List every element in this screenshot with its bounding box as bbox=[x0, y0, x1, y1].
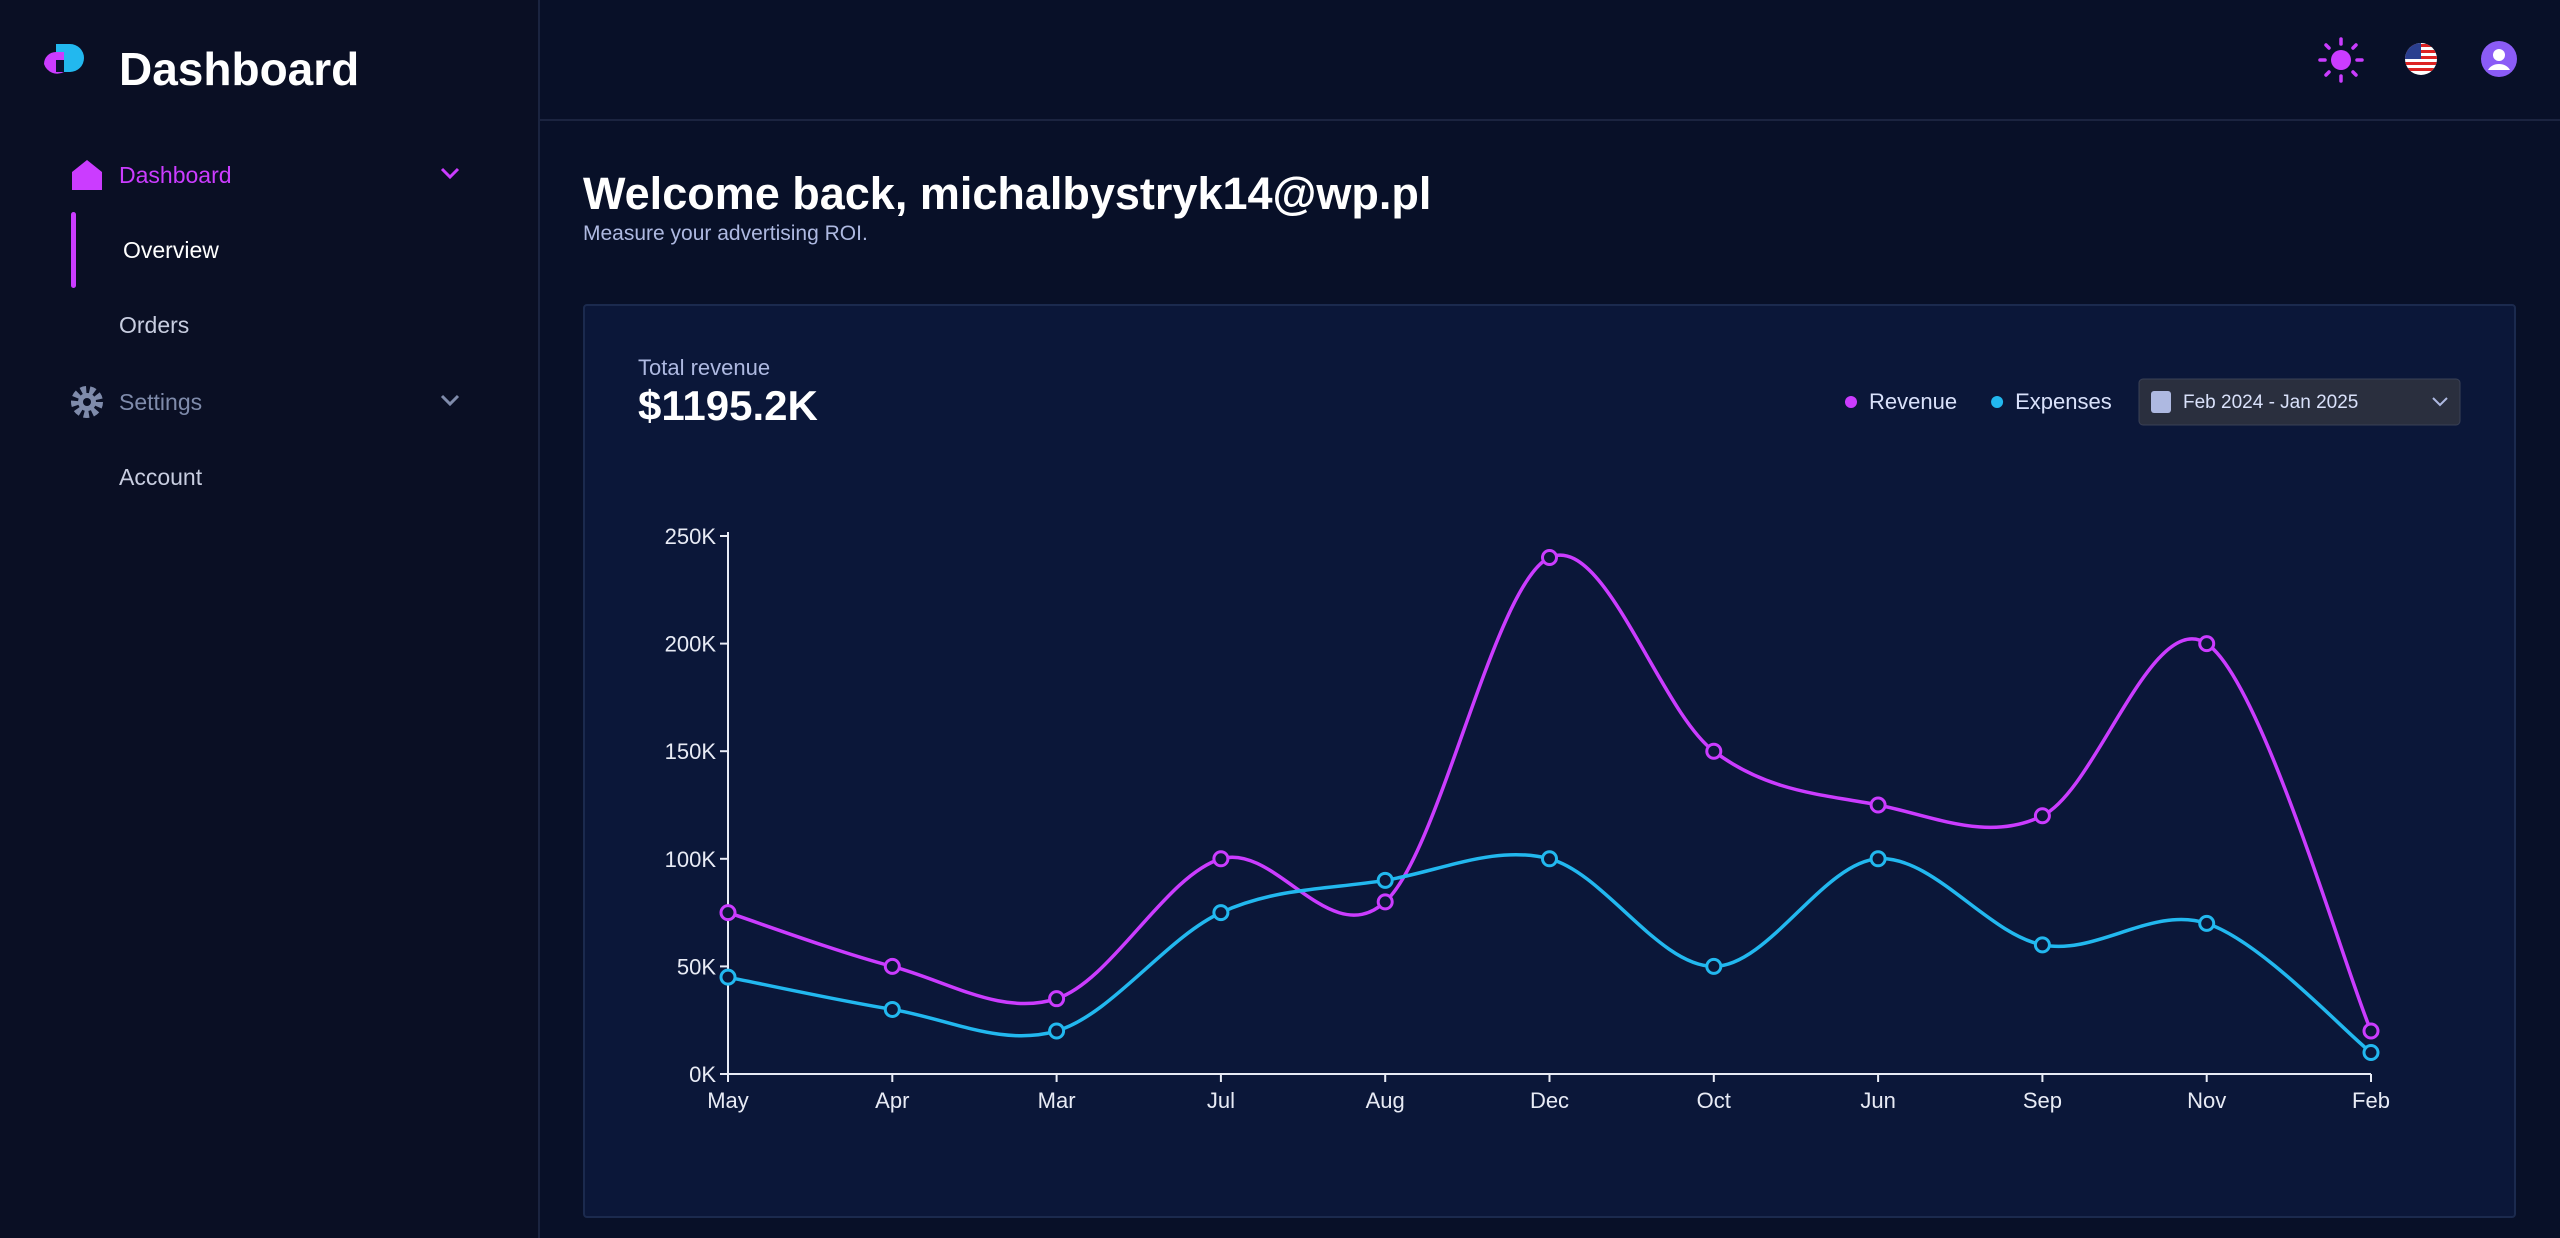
y-tick-label: 0K bbox=[689, 1062, 716, 1087]
data-point bbox=[2198, 635, 2216, 653]
x-tick-label: Oct bbox=[1697, 1088, 1731, 1113]
user-avatar[interactable] bbox=[2480, 40, 2518, 78]
data-point bbox=[1705, 742, 1723, 760]
data-point bbox=[2033, 936, 2051, 954]
y-tick-label: 200K bbox=[665, 632, 717, 657]
x-tick-label: Jul bbox=[1207, 1088, 1235, 1113]
home-icon bbox=[72, 160, 102, 190]
y-tick-label: 100K bbox=[665, 847, 717, 872]
gear-icon bbox=[71, 386, 103, 418]
chart-card bbox=[583, 304, 2516, 1218]
x-tick-label: May bbox=[707, 1088, 749, 1113]
y-tick-label: 150K bbox=[665, 739, 717, 764]
chevron[interactable] bbox=[440, 167, 460, 181]
data-point bbox=[883, 1000, 901, 1018]
brand: Dashboard bbox=[119, 43, 360, 95]
total-value: $1195.2K bbox=[638, 382, 818, 429]
data-point bbox=[1541, 850, 1558, 868]
legend-label: Revenue bbox=[1869, 389, 1957, 414]
greeting: Welcome back, michalbystryk14@wp.pl bbox=[583, 168, 1432, 219]
data-point bbox=[2198, 914, 2216, 932]
data-point bbox=[1048, 990, 1066, 1008]
nav-item[interactable]: Dashboard bbox=[119, 162, 232, 188]
data-point bbox=[719, 904, 737, 922]
data-point bbox=[1376, 893, 1394, 911]
data-point bbox=[1705, 957, 1723, 975]
x-tick-label: Dec bbox=[1530, 1088, 1569, 1113]
data-point bbox=[1869, 796, 1887, 814]
legend-label: Expenses bbox=[2015, 389, 2112, 414]
legend-marker bbox=[1845, 396, 1857, 408]
data-point bbox=[1376, 871, 1394, 889]
x-tick-label: Mar bbox=[1038, 1088, 1076, 1113]
data-point bbox=[2033, 807, 2051, 825]
data-point bbox=[1541, 549, 1558, 567]
date-range[interactable]: Feb 2024 - Jan 2025 bbox=[2183, 392, 2358, 413]
chevron[interactable] bbox=[2432, 397, 2448, 407]
x-tick-label: Sep bbox=[2023, 1088, 2062, 1113]
data-point bbox=[1212, 904, 1230, 922]
active-indicator bbox=[71, 212, 76, 288]
data-point bbox=[1048, 1022, 1066, 1040]
header bbox=[540, 0, 2560, 121]
data-point bbox=[2362, 1043, 2380, 1061]
theme-toggle[interactable] bbox=[2318, 37, 2364, 83]
nav-subitem[interactable]: Orders bbox=[119, 312, 190, 338]
x-tick-label: Nov bbox=[2187, 1088, 2226, 1113]
language-flag[interactable] bbox=[2404, 42, 2438, 76]
data-point bbox=[1212, 850, 1230, 868]
x-tick-label: Aug bbox=[1366, 1088, 1405, 1113]
calendar-icon bbox=[2151, 391, 2171, 413]
chevron[interactable] bbox=[440, 394, 460, 408]
series-line bbox=[727, 553, 2373, 1032]
chart-title: Total revenue bbox=[638, 355, 770, 380]
nav-item[interactable]: Settings bbox=[119, 389, 203, 415]
legend-marker bbox=[1991, 396, 2004, 408]
data-point bbox=[1869, 850, 1887, 868]
x-tick-label: Feb bbox=[2352, 1088, 2390, 1113]
data-point bbox=[719, 968, 737, 986]
sidebar: Dashboard Dashboard Overview Orders Sett… bbox=[0, 0, 540, 1238]
nav-subitem[interactable]: Overview bbox=[123, 237, 219, 263]
nav-subitem[interactable]: Account bbox=[119, 464, 203, 490]
x-tick-label: Jun bbox=[1860, 1088, 1895, 1113]
logo bbox=[44, 44, 84, 74]
y-tick-label: 50K bbox=[677, 954, 716, 979]
data-point bbox=[2362, 1022, 2380, 1040]
subtitle: Measure your advertising ROI. bbox=[583, 222, 868, 245]
y-tick-label: 250K bbox=[665, 524, 717, 549]
x-tick-label: Apr bbox=[875, 1088, 909, 1113]
date-picker[interactable] bbox=[2138, 378, 2461, 426]
data-point bbox=[883, 957, 901, 975]
chart: Total revenue $1195.2K Feb 2024 - Jan 20… bbox=[638, 355, 2461, 1113]
series-line bbox=[727, 852, 2373, 1054]
